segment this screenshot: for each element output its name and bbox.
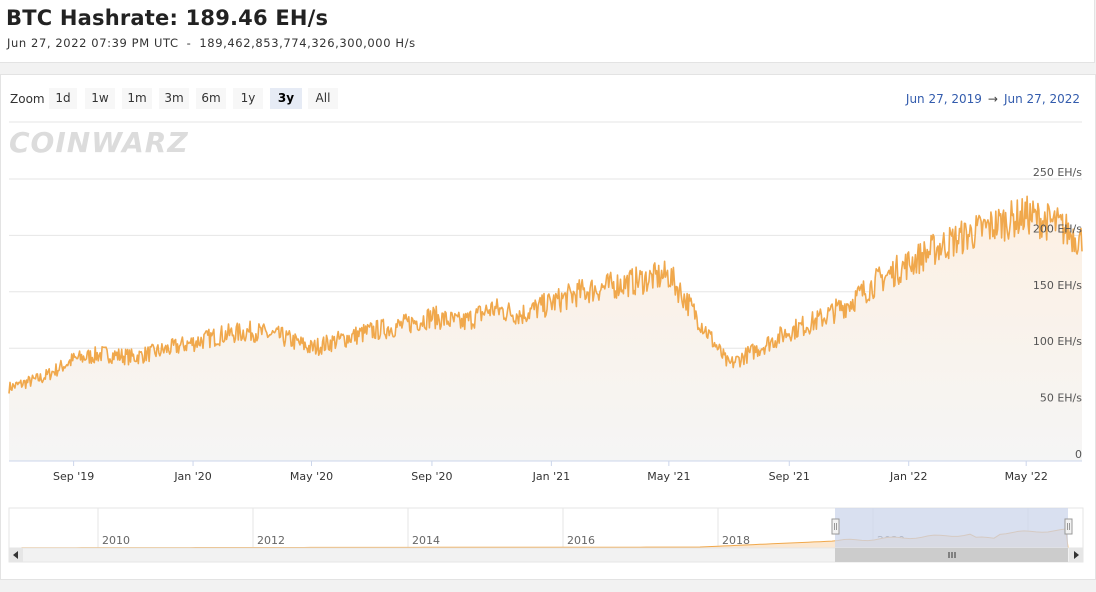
right-arrow-icon bbox=[1074, 551, 1079, 559]
hashrate-line bbox=[8, 195, 1083, 394]
date-range[interactable]: Jun 27, 2019 → Jun 27, 2022 bbox=[906, 92, 1080, 106]
x-tick-label: Jan '20 bbox=[173, 470, 211, 483]
navigator-right-handle[interactable] bbox=[1064, 518, 1073, 535]
zoom-6m-button[interactable]: 6m bbox=[196, 88, 226, 109]
y-tick-label: 0 bbox=[1075, 448, 1082, 461]
grip-icon bbox=[948, 552, 956, 558]
navigator-year-label: 2012 bbox=[257, 534, 285, 547]
page-subtitle: Jun 27, 2022 07:39 PM UTC -189,462,853,77… bbox=[7, 36, 416, 50]
exact-hashrate: 189,462,853,774,326,300,000 H/s bbox=[199, 36, 416, 50]
y-tick-label: 200 EH/s bbox=[1033, 222, 1082, 235]
zoom-1d-button[interactable]: 1d bbox=[49, 88, 77, 109]
left-arrow-icon bbox=[13, 551, 18, 559]
zoom-3y-button[interactable]: 3y bbox=[270, 88, 302, 109]
zoom-1y-button[interactable]: 1y bbox=[233, 88, 263, 109]
separator: - bbox=[186, 36, 192, 50]
page-title: BTC Hashrate: 189.46 EH/s bbox=[6, 6, 329, 30]
x-tick-label: Sep '19 bbox=[53, 470, 94, 483]
zoom-3m-button[interactable]: 3m bbox=[159, 88, 189, 109]
range-arrow-icon: → bbox=[987, 92, 998, 106]
hashrate-area bbox=[9, 196, 1082, 462]
y-tick-label: 250 EH/s bbox=[1033, 166, 1082, 179]
x-tick-label: Sep '21 bbox=[769, 470, 810, 483]
zoom-1w-button[interactable]: 1w bbox=[85, 88, 115, 109]
coinwarz-watermark: COINWARZ bbox=[9, 126, 189, 159]
y-tick-label: 50 EH/s bbox=[1040, 392, 1082, 405]
navigator-year-label: 2018 bbox=[722, 534, 750, 547]
y-tick-label: 150 EH/s bbox=[1033, 279, 1082, 292]
zoom-label: Zoom bbox=[10, 92, 45, 106]
navigator-year-label: 2016 bbox=[567, 534, 595, 547]
scrollbar[interactable] bbox=[8, 547, 1084, 563]
zoom-all-button[interactable]: All bbox=[308, 88, 338, 109]
x-tick-label: May '20 bbox=[290, 470, 333, 483]
navigator-year-label: 2014 bbox=[412, 534, 440, 547]
navigator-selection[interactable] bbox=[835, 508, 1068, 548]
page-header: BTC Hashrate: 189.46 EH/s Jun 27, 2022 0… bbox=[0, 0, 1095, 63]
x-tick-label: May '21 bbox=[647, 470, 690, 483]
zoom-1m-button[interactable]: 1m bbox=[122, 88, 152, 109]
x-tick-label: Sep '20 bbox=[411, 470, 452, 483]
navigator-year-label: 2010 bbox=[102, 534, 130, 547]
navigator[interactable]: 2010201220142016201820202022 bbox=[8, 507, 1084, 549]
x-tick-label: Jan '22 bbox=[889, 470, 927, 483]
y-tick-label: 100 EH/s bbox=[1033, 335, 1082, 348]
x-tick-label: May '22 bbox=[1005, 470, 1048, 483]
x-tick-label: Jan '21 bbox=[532, 470, 570, 483]
range-to[interactable]: Jun 27, 2022 bbox=[1003, 92, 1080, 106]
navigator-left-handle[interactable] bbox=[831, 518, 840, 535]
range-from[interactable]: Jun 27, 2019 bbox=[905, 92, 982, 106]
timestamp: Jun 27, 2022 07:39 PM UTC bbox=[7, 36, 179, 50]
